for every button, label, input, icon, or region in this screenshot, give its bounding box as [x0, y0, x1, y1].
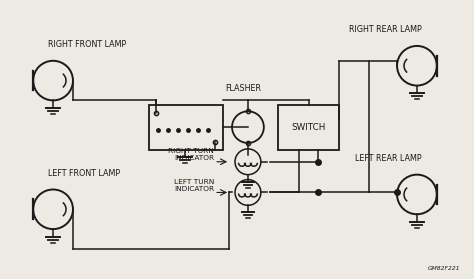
- Text: RIGHT TURN
INDICATOR: RIGHT TURN INDICATOR: [168, 148, 214, 161]
- Text: RIGHT FRONT LAMP: RIGHT FRONT LAMP: [48, 40, 127, 49]
- Text: LEFT REAR LAMP: LEFT REAR LAMP: [356, 154, 422, 163]
- Text: FLASHER: FLASHER: [225, 85, 261, 93]
- Text: SWITCH: SWITCH: [292, 123, 326, 132]
- Bar: [278, 105, 339, 150]
- Bar: [148, 105, 223, 150]
- Text: LEFT FRONT LAMP: LEFT FRONT LAMP: [48, 169, 120, 178]
- Text: RIGHT REAR LAMP: RIGHT REAR LAMP: [349, 25, 422, 34]
- Text: GM82F221: GM82F221: [428, 266, 461, 271]
- Text: LEFT TURN
INDICATOR: LEFT TURN INDICATOR: [174, 179, 214, 192]
